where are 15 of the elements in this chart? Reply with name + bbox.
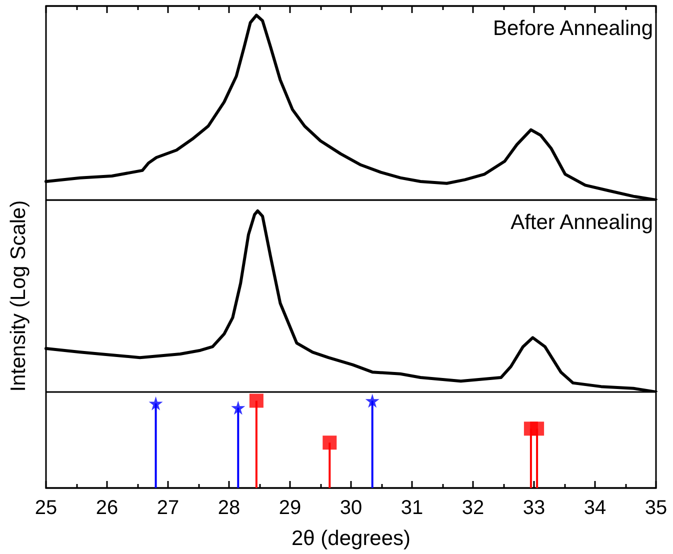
x-tick-label: 32 bbox=[462, 497, 484, 519]
x-tick-label: 27 bbox=[156, 497, 180, 519]
x-axis-title: 2θ (degrees) bbox=[291, 527, 411, 550]
x-tick-label: 34 bbox=[584, 497, 606, 519]
x-tick-label: 29 bbox=[278, 497, 302, 519]
annotation: After Annealing bbox=[510, 211, 653, 234]
x-tick-label: 33 bbox=[522, 497, 546, 519]
x-tick-label: 28 bbox=[218, 497, 240, 519]
x-tick-label: 31 bbox=[400, 497, 424, 519]
x-tick-label: 30 bbox=[340, 497, 362, 519]
annotation: Before Annealing bbox=[493, 17, 653, 40]
y-axis-title: Intensity (Log Scale) bbox=[7, 200, 30, 392]
x-tick-label: 25 bbox=[34, 497, 58, 519]
x-tick-label: 26 bbox=[96, 497, 118, 519]
x-tick-label: 35 bbox=[644, 497, 668, 519]
